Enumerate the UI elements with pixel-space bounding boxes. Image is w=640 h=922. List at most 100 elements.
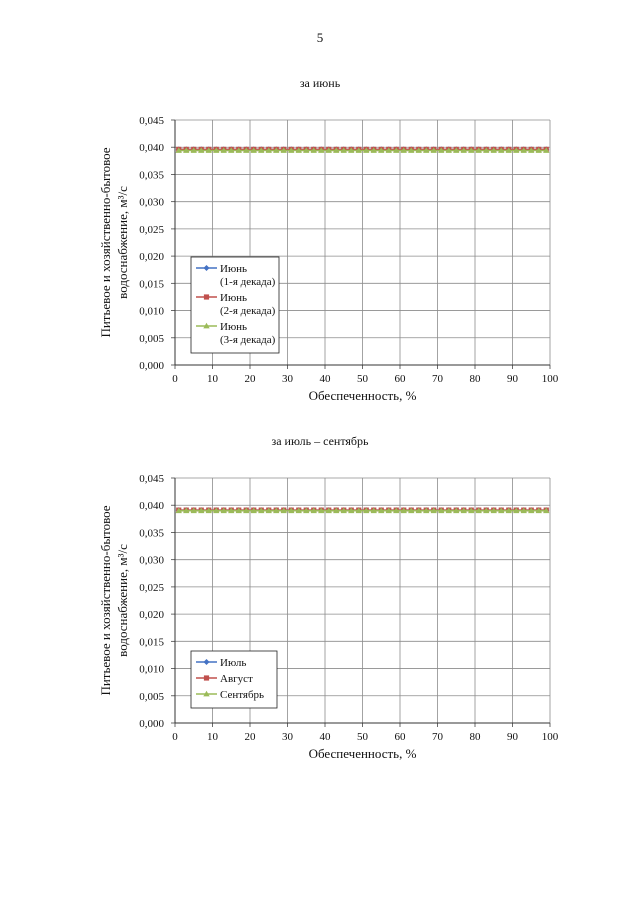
x-tick-label: 50 xyxy=(357,373,369,385)
y-tick-label: 0,015 xyxy=(139,278,164,290)
series-3-point xyxy=(273,147,280,153)
series-3-point xyxy=(468,147,475,153)
series-3-point xyxy=(468,507,475,514)
series-3-point xyxy=(445,147,452,153)
series-3-point xyxy=(333,507,340,514)
series-3-point xyxy=(460,507,467,514)
x-tick-label: 30 xyxy=(282,731,294,743)
series-3-point xyxy=(198,147,205,153)
series-3-point xyxy=(243,507,250,514)
series-3-point xyxy=(438,507,445,514)
series-3-point xyxy=(535,147,542,153)
x-tick-label: 100 xyxy=(542,373,559,385)
chart-july-september-svg: за июль – сентябрь 0,000 0,005 0,010 0,015 0,… xyxy=(98,434,559,761)
legend-marker-1 xyxy=(203,659,210,665)
series-3-point xyxy=(325,147,332,153)
series-3-point xyxy=(190,507,197,514)
series-3-point xyxy=(265,147,272,153)
legend-label: Сентябрь xyxy=(220,689,264,701)
series-3-point xyxy=(513,507,520,514)
y-tick-label: 0,000 xyxy=(139,718,164,730)
x-tick-label: 70 xyxy=(432,373,444,385)
legend-marker-3 xyxy=(203,690,210,697)
series-3-point xyxy=(288,507,295,514)
series-3-point xyxy=(273,507,280,514)
legend-label: (2-я декада) xyxy=(220,305,276,317)
series-3-point xyxy=(363,507,370,514)
series-3-point xyxy=(250,147,257,153)
y-tick-label: 0,045 xyxy=(139,115,164,127)
series-3-point xyxy=(453,147,460,153)
x-tick-label: 0 xyxy=(172,731,178,743)
series-3-point xyxy=(220,147,227,153)
series-3-point xyxy=(280,147,287,153)
series-3 xyxy=(175,147,550,153)
series-3-point xyxy=(258,507,265,514)
series-3-point xyxy=(490,147,497,153)
x-tick-label: 70 xyxy=(432,731,444,743)
legend-label: (3-я декада) xyxy=(220,334,276,346)
y-tick-label: 0,000 xyxy=(139,360,164,372)
series-3-point xyxy=(505,147,512,153)
series-3-point xyxy=(205,507,212,514)
y-tick-label: 0,035 xyxy=(139,527,164,539)
y-tick-label: 0,025 xyxy=(139,224,164,236)
series-3-point xyxy=(543,147,550,153)
series-3-point xyxy=(370,507,377,514)
series-3-point xyxy=(183,147,190,153)
series-3-point xyxy=(528,507,535,514)
legend-marker-2 xyxy=(203,294,210,300)
chart-title: за июнь xyxy=(300,76,341,90)
series-3-point xyxy=(408,147,415,153)
x-tick-label: 40 xyxy=(320,373,332,385)
y-axis-label-line2: водоснабжение, м³/с xyxy=(115,544,130,657)
series-3-point xyxy=(498,507,505,514)
y-axis-label-line1: Питьевое и хозяйственно-бытовое xyxy=(98,147,113,337)
series-3-point xyxy=(460,147,467,153)
x-tick-label: 90 xyxy=(507,731,519,743)
series-3-point xyxy=(393,147,400,153)
y-tick-label: 0,030 xyxy=(139,555,164,567)
series-3-point xyxy=(303,147,310,153)
series-3-point xyxy=(423,507,430,514)
y-tick-label: 0,040 xyxy=(139,142,164,154)
legend-marker-2 xyxy=(203,675,210,681)
series-3-point xyxy=(340,507,347,514)
series-3-point xyxy=(280,507,287,514)
series-3-point xyxy=(393,507,400,514)
series-3-point xyxy=(400,147,407,153)
legend-label: Июль xyxy=(220,657,246,669)
series-3-point xyxy=(513,147,520,153)
series-3-point xyxy=(483,147,490,153)
x-tick-label: 90 xyxy=(507,373,519,385)
x-tick-label: 60 xyxy=(395,373,407,385)
x-tick-label: 20 xyxy=(245,373,257,385)
series-3-point xyxy=(490,507,497,514)
x-tick-label: 80 xyxy=(470,373,482,385)
x-tick-label: 10 xyxy=(207,731,219,743)
series-3-point xyxy=(415,147,422,153)
series-3-point xyxy=(408,507,415,514)
series-3-point xyxy=(213,507,220,514)
series-3-point xyxy=(438,147,445,153)
y-tick-label: 0,040 xyxy=(139,500,164,512)
y-tick-label: 0,025 xyxy=(139,582,164,594)
y-tick-label: 0,010 xyxy=(139,664,164,676)
x-axis-label: Обеспеченность, % xyxy=(309,388,417,403)
series-3-point xyxy=(258,147,265,153)
series-3-point xyxy=(205,147,212,153)
series-3-point xyxy=(288,147,295,153)
series-3-point xyxy=(295,147,302,153)
x-tick-label: 100 xyxy=(542,731,559,743)
series-3-point xyxy=(520,147,527,153)
y-axis-label-line1: Питьевое и хозяйственно-бытовое xyxy=(98,505,113,695)
legend-label: Июнь xyxy=(220,321,247,333)
series-3-point xyxy=(295,507,302,514)
series-3-point xyxy=(190,147,197,153)
legend-label: Июнь xyxy=(220,263,247,275)
series-3-point xyxy=(175,507,182,514)
y-tick-label: 0,020 xyxy=(139,251,164,263)
series-3-point xyxy=(198,507,205,514)
series-3-point xyxy=(400,507,407,514)
y-tick-label: 0,005 xyxy=(139,333,164,345)
